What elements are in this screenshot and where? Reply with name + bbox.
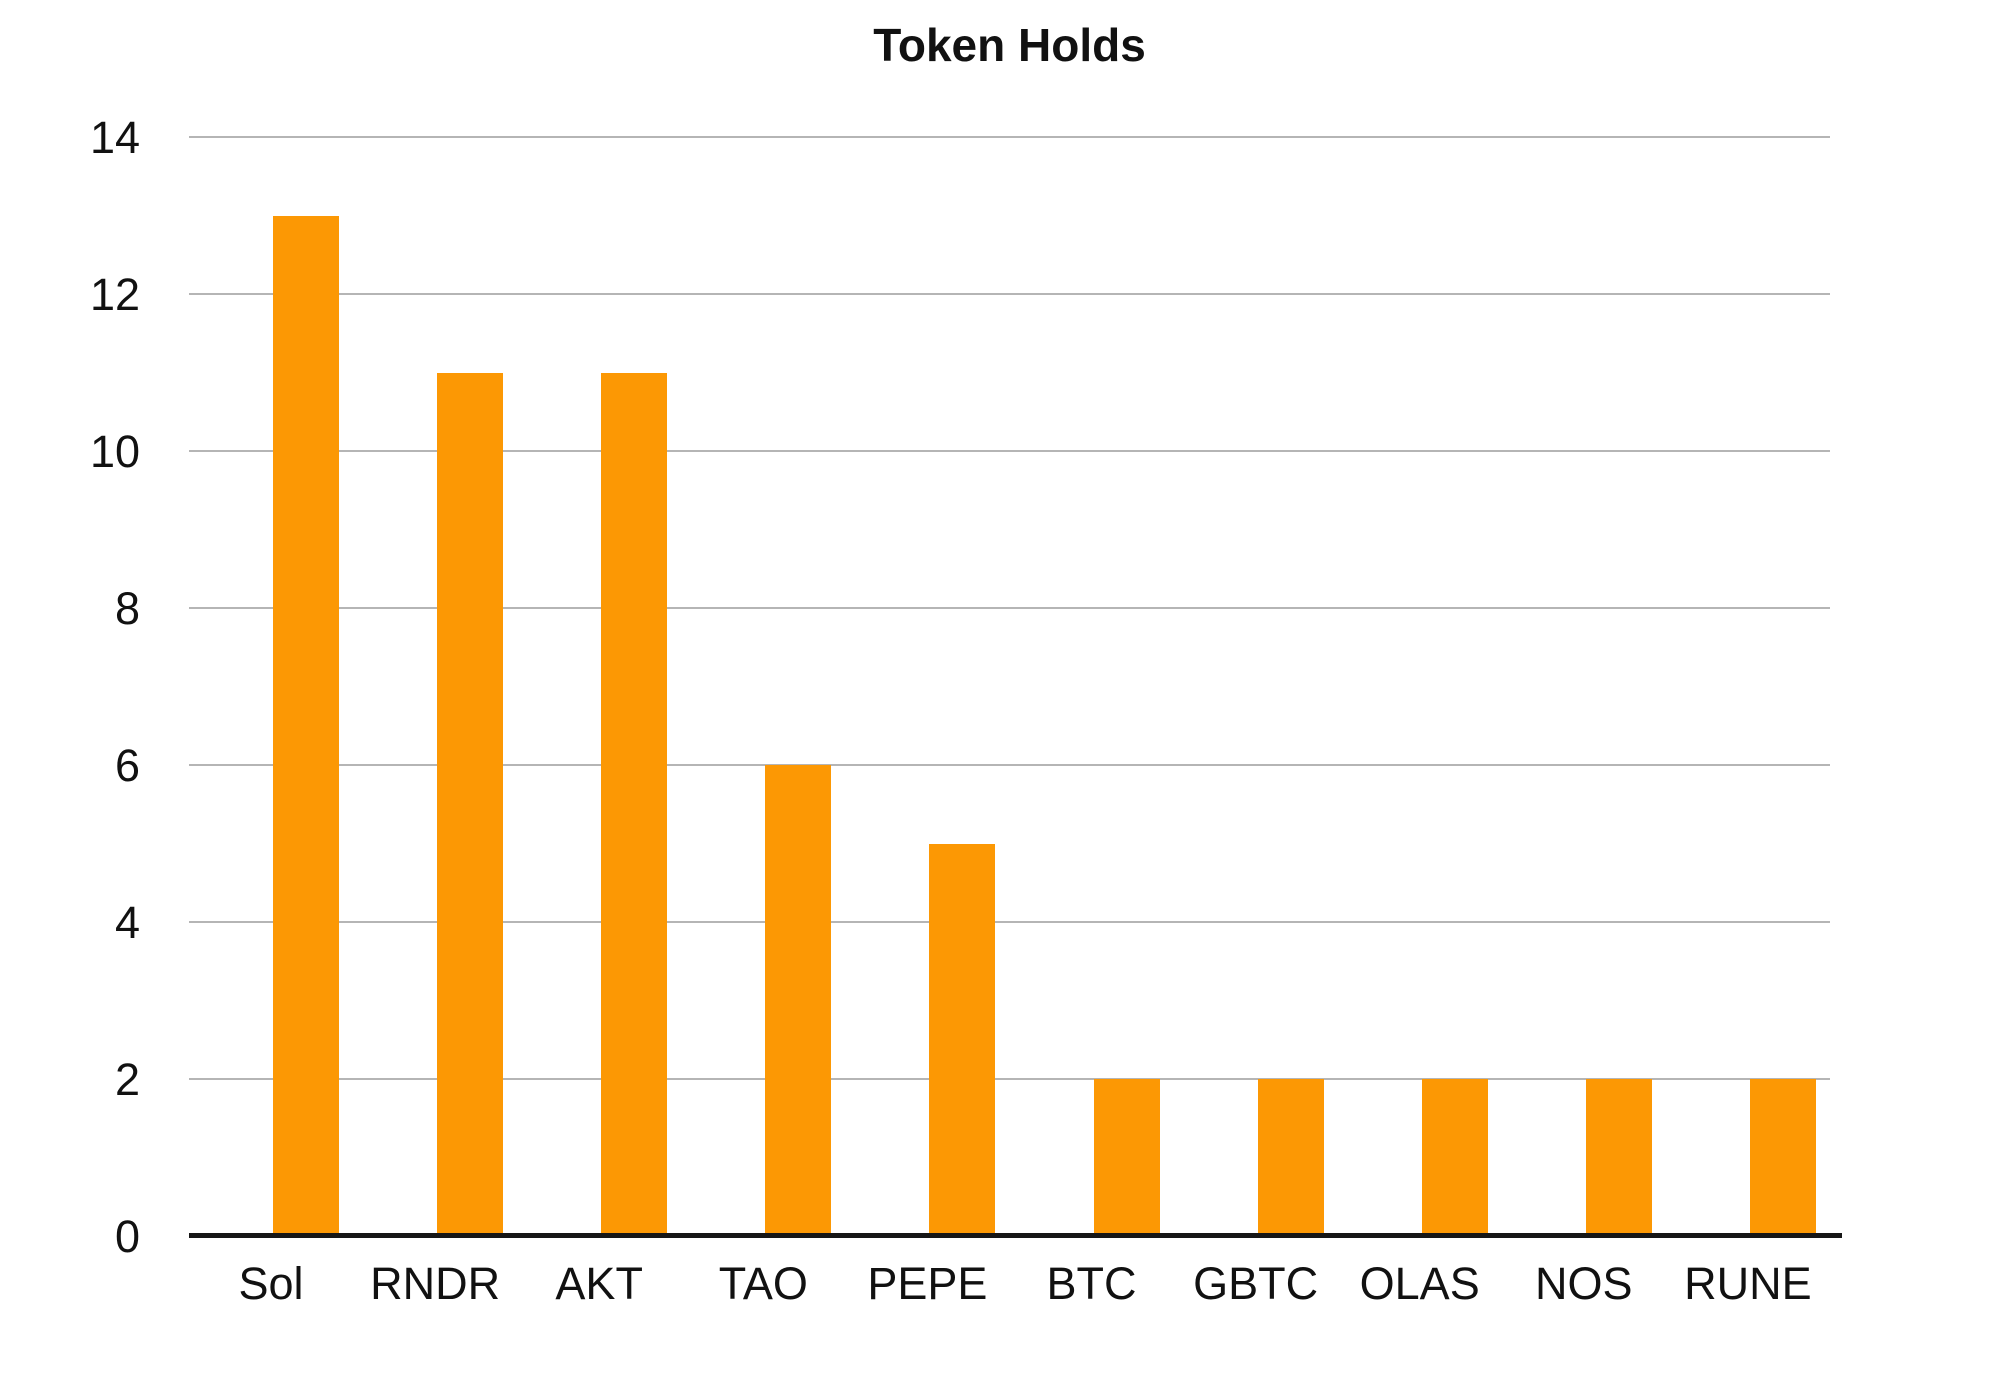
bar-rndr	[437, 372, 504, 1236]
y-tick-label: 4	[114, 897, 140, 948]
y-tick-label: 8	[114, 583, 140, 634]
x-tick-label-olas: OLAS	[1359, 1258, 1480, 1309]
x-tick-label-rndr: RNDR	[370, 1258, 501, 1309]
bar-akt	[601, 372, 668, 1236]
y-tick-label: 12	[89, 269, 140, 320]
gridline	[189, 1078, 1830, 1080]
bar-gbtc	[1257, 1079, 1324, 1236]
bar-olas	[1421, 1079, 1488, 1236]
bar-sol	[273, 215, 340, 1236]
gridline	[189, 607, 1830, 609]
x-tick-label-rune: RUNE	[1684, 1258, 1812, 1309]
gridline	[189, 764, 1830, 766]
x-tick-label-gbtc: GBTC	[1193, 1258, 1319, 1309]
bar-btc	[1093, 1079, 1160, 1236]
x-tick-label-nos: NOS	[1535, 1258, 1633, 1309]
bar-nos	[1585, 1079, 1652, 1236]
plot-area	[189, 136, 1842, 1238]
y-tick-label: 2	[114, 1054, 140, 1105]
x-tick-label-sol: Sol	[238, 1258, 304, 1309]
gridline	[189, 921, 1830, 923]
x-axis-line	[189, 1233, 1842, 1238]
x-tick-label-akt: AKT	[555, 1258, 643, 1309]
y-tick-label: 10	[89, 426, 140, 477]
bar-pepe	[929, 843, 996, 1236]
gridline	[189, 450, 1830, 452]
x-tick-label-btc: BTC	[1046, 1258, 1137, 1309]
y-tick-label: 14	[89, 112, 140, 163]
bar-tao	[765, 765, 832, 1236]
y-tick-label: 0	[114, 1211, 140, 1262]
y-tick-label: 6	[114, 740, 140, 791]
bar-rune	[1749, 1079, 1816, 1236]
gridline	[189, 293, 1830, 295]
x-tick-label-pepe: PEPE	[867, 1258, 988, 1309]
gridline	[189, 136, 1830, 138]
x-tick-label-tao: TAO	[718, 1258, 808, 1309]
chart-title: Token Holds	[873, 19, 1146, 71]
